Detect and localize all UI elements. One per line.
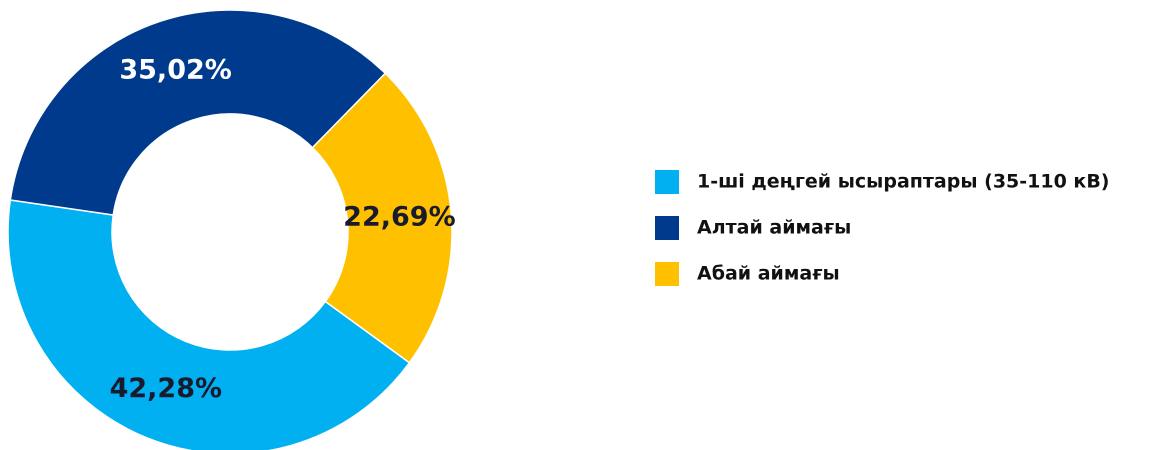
legend-label: Алтай аймағы <box>697 217 851 239</box>
legend-label: Абай аймағы <box>697 263 840 285</box>
donut-slice <box>9 9 387 216</box>
legend-label: 1-ші деңгей ысыраптары (35-110 кВ) <box>697 171 1109 193</box>
donut-slice <box>7 199 411 450</box>
value-label: 22,69% <box>343 201 455 232</box>
legend-swatch <box>655 262 679 286</box>
value-label: 35,02% <box>119 54 231 85</box>
legend-swatch <box>655 170 679 194</box>
donut-slice <box>311 72 453 364</box>
value-label: 42,28% <box>110 373 222 404</box>
legend-swatch <box>655 216 679 240</box>
